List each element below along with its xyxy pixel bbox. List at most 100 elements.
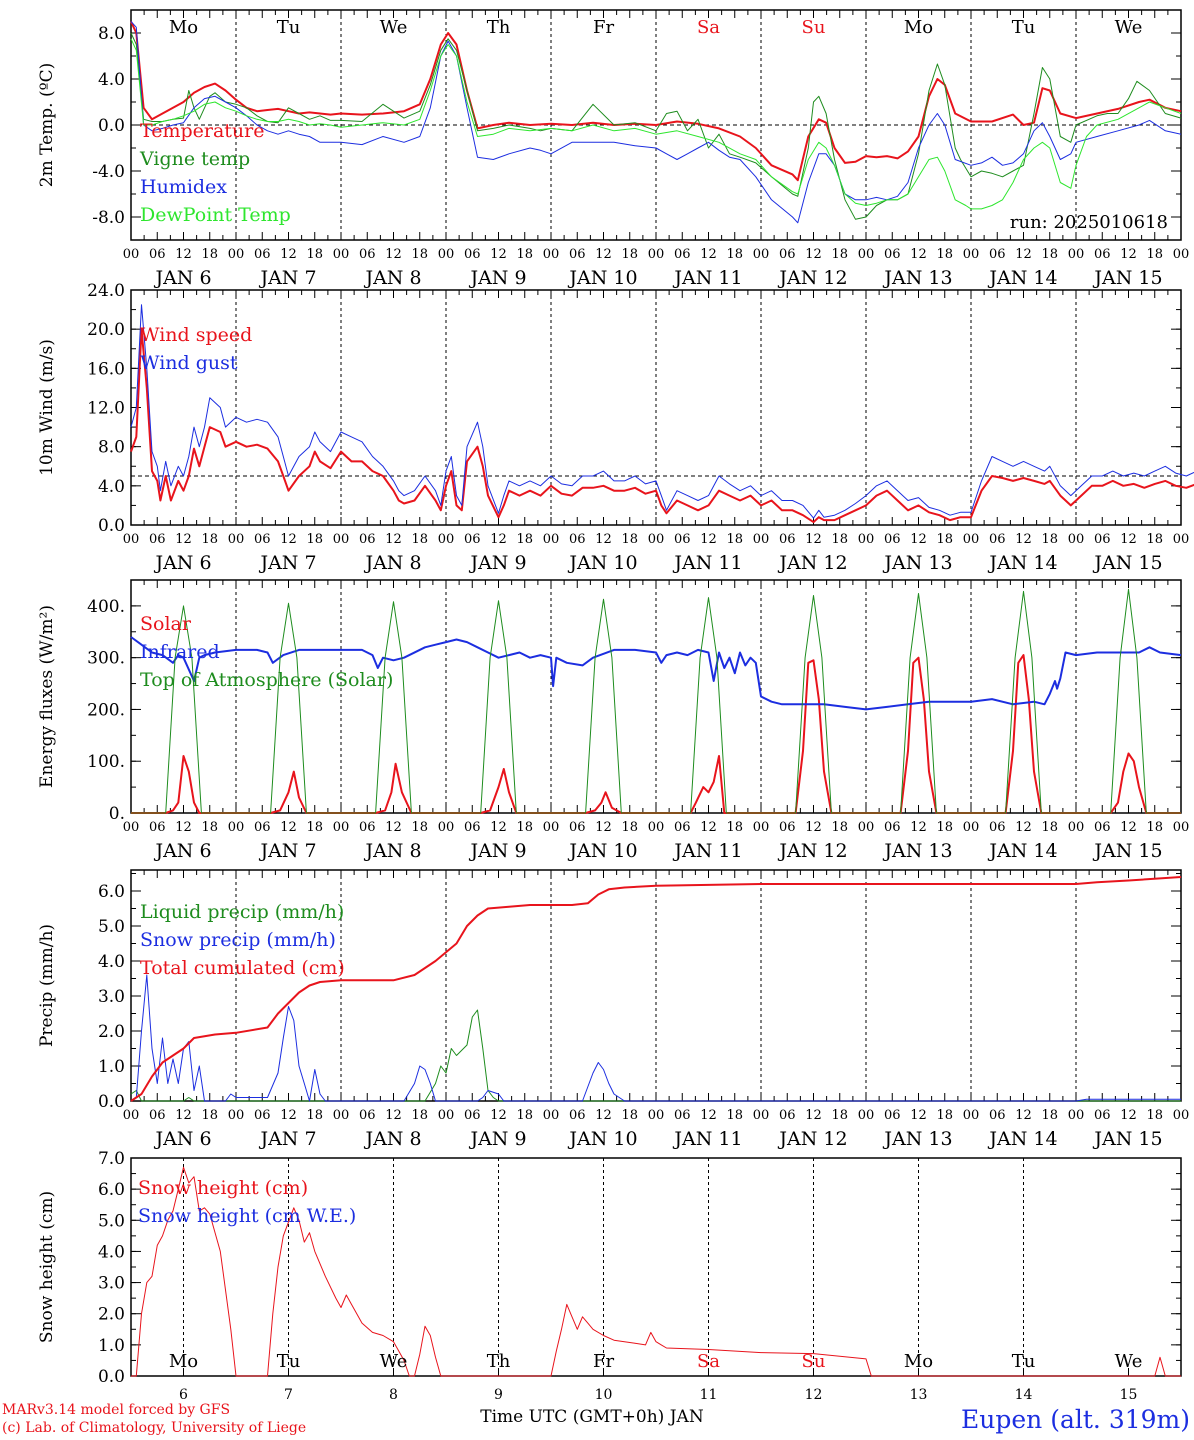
hour-tick-label: 12 [595,1108,612,1123]
hour-tick-label: 06 [149,820,166,835]
date-label: JAN 13 [882,840,952,862]
hour-tick-label: 18 [621,247,638,262]
hour-tick-label: 00 [123,1108,140,1123]
hour-tick-label: 00 [858,1108,875,1123]
hour-tick-label: 06 [149,1108,166,1123]
date-label: JAN 10 [567,552,637,574]
hour-tick-label: 12 [1015,820,1032,835]
hour-tick-label: 00 [123,820,140,835]
hour-tick-label: 18 [411,247,428,262]
hour-tick-label: 12 [1120,820,1137,835]
y-tick-label: 400. [87,597,125,617]
hour-tick-label: 00 [438,247,455,262]
hour-tick-label: 06 [359,1108,376,1123]
hour-tick-label: 12 [805,247,822,262]
date-label: JAN 11 [672,1128,742,1150]
date-label: 8 [389,1387,398,1403]
series-line-solar [131,654,1181,814]
hour-tick-label: 12 [1015,532,1032,547]
legend-entry: Humidex [140,176,227,198]
hour-tick-label: 06 [884,1108,901,1123]
hour-tick-label: 18 [621,1108,638,1123]
hour-tick-label: 18 [936,820,953,835]
hour-tick-label: 18 [936,247,953,262]
series-line-liquid-precip-mm-h- [130,1009,1181,1102]
hour-tick-label: 12 [385,820,402,835]
date-label: JAN 11 [672,840,742,862]
hour-tick-label: 12 [280,247,297,262]
y-tick-label: 100. [87,752,125,772]
hour-tick-label: 06 [359,532,376,547]
y-tick-label: 0.0 [98,1092,125,1112]
hour-tick-label: 18 [831,247,848,262]
date-label: JAN 8 [363,552,421,574]
day-name: Su [802,1351,826,1372]
y-tick-label: 2.0 [98,1022,125,1042]
series-line-humidex [130,21,1182,224]
day-name: We [1115,17,1143,38]
hour-tick-label: 00 [1068,532,1085,547]
series-line-temperature [130,21,1182,182]
legend-entry: Snow height (cm W.E.) [138,1205,356,1227]
panel-1: -8.0 -4.0 0.0 4.0 8.0 2m Temp. (ºC) Temperatur… [37,9,1190,289]
hour-tick-label: 18 [516,820,533,835]
footer: MARv3.14 model forced by GFS (c) Lab. of… [2,1402,1190,1436]
hour-tick-label: 12 [490,820,507,835]
hour-tick-label: 18 [306,820,323,835]
series-line-wind-gust [130,304,1194,519]
date-label: 14 [1015,1387,1033,1403]
hour-tick-label: 00 [333,247,350,262]
day-name: Fr [593,1351,614,1372]
hour-tick-label: 06 [989,532,1006,547]
legend-entry: Infrared [140,641,220,663]
hour-tick-label: 06 [674,247,691,262]
legend-entry: Wind gust [140,352,238,374]
hour-tick-label: 06 [149,532,166,547]
x-axis-title: Time UTC (GMT+0h) JAN [480,1407,704,1427]
hour-tick-label: 12 [1015,1108,1032,1123]
panel-5: 0.0 1.0 2.0 3.0 4.0 5.0 6.0 7.0 Snow height (cm)… [37,1149,1182,1403]
legend-entry: Vigne temp [139,148,250,170]
hour-tick-label: 00 [1068,820,1085,835]
hour-tick-label: 06 [1094,1108,1111,1123]
hour-tick-label: 06 [569,532,586,547]
date-label: JAN 13 [882,552,952,574]
hour-tick-label: 18 [936,532,953,547]
hour-tick-label: 12 [910,247,927,262]
hour-tick-label: 00 [123,247,140,262]
hour-tick-label: 12 [910,532,927,547]
date-label: JAN 8 [363,840,421,862]
y-tick-label: 300. [87,649,125,669]
day-name: Tu [1012,1351,1036,1372]
hour-tick-label: 06 [989,1108,1006,1123]
y-tick-label: 1.0 [98,1336,125,1356]
hour-tick-label: 06 [674,1108,691,1123]
series-line-snow-precip-mm-h- [130,974,1181,1102]
hour-tick-label: 18 [1041,532,1058,547]
hour-tick-label: 00 [858,820,875,835]
hour-tick-label: 18 [831,1108,848,1123]
hour-tick-label: 18 [726,532,743,547]
date-label: JAN 14 [987,1128,1057,1150]
hour-tick-label: 06 [1094,820,1111,835]
hour-tick-label: 12 [700,247,717,262]
date-label: 13 [910,1387,928,1403]
hour-tick-label: 00 [1173,247,1190,262]
day-name: Sa [697,17,720,38]
y-tick-label: 4.0 [98,70,125,90]
hour-tick-label: 06 [359,247,376,262]
hour-tick-label: 06 [464,532,481,547]
day-name: We [380,1351,408,1372]
y-tick-label: 3.0 [98,987,125,1007]
y-tick-label: 7.0 [98,1149,125,1169]
hour-tick-label: 18 [831,820,848,835]
y-tick-label: 0.0 [98,116,125,136]
hour-tick-label: 12 [1120,532,1137,547]
date-label: JAN 15 [1092,267,1162,289]
series-line-wind-speed [130,328,1194,524]
hour-tick-label: 06 [884,247,901,262]
hour-tick-label: 00 [543,532,560,547]
hour-tick-label: 12 [175,1108,192,1123]
legend-entry: DewPoint Temp [140,204,291,226]
hour-tick-label: 00 [753,532,770,547]
